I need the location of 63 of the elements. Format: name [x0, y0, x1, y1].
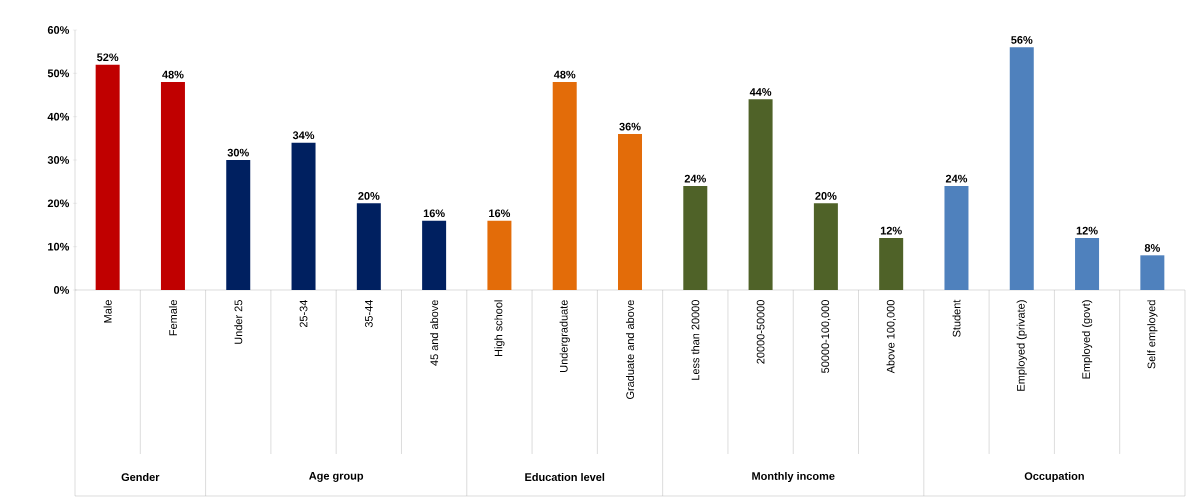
bar — [879, 237, 904, 290]
x-tick-label: 25-34 — [299, 299, 308, 328]
bar — [1140, 255, 1165, 290]
bar — [291, 142, 316, 290]
data-label: 48% — [162, 70, 184, 79]
data-label: 24% — [945, 174, 968, 183]
data-label: 30% — [227, 148, 249, 157]
x-tick-label: Employed (govt) — [1081, 300, 1093, 379]
y-tick-label: 20% — [47, 199, 70, 208]
bar — [1075, 237, 1100, 290]
bar — [160, 81, 185, 290]
x-tick-label: Self employed — [1147, 300, 1158, 369]
bar — [226, 159, 251, 290]
data-label: 20% — [358, 192, 380, 200]
bar — [356, 203, 381, 290]
x-tick-label: Under 25 — [234, 300, 243, 344]
bar — [618, 133, 642, 290]
bar — [748, 99, 773, 290]
data-label: 20% — [815, 192, 837, 200]
bar — [95, 64, 120, 290]
data-label: 12% — [1076, 226, 1098, 235]
data-label: 34% — [292, 131, 315, 140]
bar — [944, 185, 969, 290]
x-tick-label: Female — [168, 300, 177, 336]
data-label: 24% — [684, 174, 706, 183]
x-tick-label: Undergraduate — [559, 300, 570, 372]
y-tick-label: 50% — [47, 69, 70, 78]
text: Education level — [525, 472, 605, 482]
data-label: 16% — [423, 209, 445, 218]
bar — [552, 81, 577, 290]
x-tick-label: Graduate and above — [625, 300, 635, 400]
data-label: 52% — [97, 53, 119, 62]
y-tick-label: 60% — [47, 26, 70, 34]
data-label: 12% — [880, 226, 902, 235]
data-label: 16% — [489, 209, 511, 218]
x-tick-label: 20000-50000 — [756, 300, 765, 364]
y-tick-label: 30% — [47, 156, 70, 164]
text: Occupation — [1024, 471, 1084, 483]
x-tick-label: Above 100,000 — [886, 300, 896, 374]
data-label: 36% — [619, 122, 641, 131]
x-tick-label: Male — [103, 300, 112, 323]
text: Monthly income — [752, 471, 835, 483]
bar — [422, 220, 447, 290]
x-tick-label: Student — [952, 299, 961, 337]
y-tick-label: 0% — [53, 286, 70, 294]
bar — [1009, 47, 1034, 290]
data-label: 56% — [1011, 36, 1033, 44]
x-tick-label: 35-44 — [364, 299, 373, 328]
x-tick-label: High school — [494, 300, 505, 356]
x-tick-label: Employed (private) — [1016, 300, 1027, 391]
x-tick-label: 50000-100,000 — [821, 300, 831, 373]
text: Gender — [121, 472, 160, 482]
y-tick-label: 10% — [48, 242, 70, 251]
bar — [683, 185, 708, 290]
text: Age group — [309, 472, 364, 482]
y-tick-label: 40% — [47, 112, 70, 121]
data-label: 44% — [749, 88, 772, 96]
data-label: 48% — [553, 70, 576, 79]
x-tick-label: Less than 20000 — [691, 300, 700, 380]
bar — [813, 203, 838, 290]
bar — [487, 220, 512, 290]
x-tick-label: 45 and above — [430, 300, 439, 366]
data-label: 8% — [1144, 244, 1160, 252]
